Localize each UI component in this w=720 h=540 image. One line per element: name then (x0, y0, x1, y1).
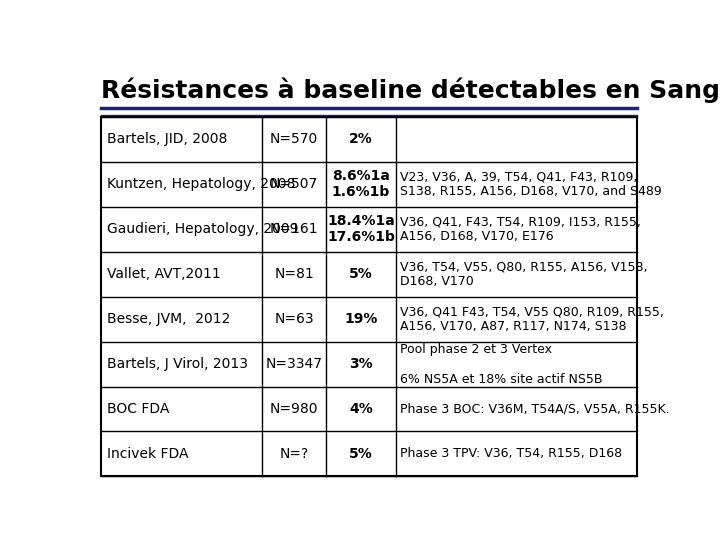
Text: 3%: 3% (349, 357, 373, 371)
Text: 8.6%1a
1.6%1b: 8.6%1a 1.6%1b (332, 169, 390, 199)
Text: N=980: N=980 (270, 402, 318, 416)
Text: Incivek FDA: Incivek FDA (107, 447, 188, 461)
Text: 4%: 4% (349, 402, 373, 416)
Text: 5%: 5% (349, 267, 373, 281)
Text: Phase 3 TPV: V36, T54, R155, D168: Phase 3 TPV: V36, T54, R155, D168 (400, 448, 622, 461)
Text: N=?: N=? (279, 447, 309, 461)
Text: N=507: N=507 (270, 177, 318, 191)
Text: N=3347: N=3347 (266, 357, 323, 371)
Text: N=161: N=161 (270, 222, 318, 236)
Text: N=570: N=570 (270, 132, 318, 146)
Text: Pool phase 2 et 3 Vertex

6% NS5A et 18% site actif NS5B: Pool phase 2 et 3 Vertex 6% NS5A et 18% … (400, 342, 603, 386)
Text: V36, Q41 F43, T54, V55 Q80, R109, R155,
A156, V170, A87, R117, N174, S138: V36, Q41 F43, T54, V55 Q80, R109, R155, … (400, 305, 664, 333)
Text: BOC FDA: BOC FDA (107, 402, 169, 416)
Text: Vallet, AVT,2011: Vallet, AVT,2011 (107, 267, 220, 281)
Text: 18.4%1a
17.6%1b: 18.4%1a 17.6%1b (327, 214, 395, 244)
Text: V36, T54, V55, Q80, R155, A156, V158,
D168, V170: V36, T54, V55, Q80, R155, A156, V158, D1… (400, 260, 648, 288)
Bar (101, 117, 636, 476)
Text: 2%: 2% (349, 132, 373, 146)
Text: V36, Q41, F43, T54, R109, I153, R155,
A156, D168, V170, E176: V36, Q41, F43, T54, R109, I153, R155, A1… (400, 215, 641, 243)
Text: V23, V36, A, 39, T54, Q41, F43, R109,
S138, R155, A156, D168, V170, and S489: V23, V36, A, 39, T54, Q41, F43, R109, S1… (400, 170, 662, 198)
Text: N=63: N=63 (274, 312, 314, 326)
Text: Bartels, J Virol, 2013: Bartels, J Virol, 2013 (107, 357, 248, 371)
Text: N=81: N=81 (274, 267, 314, 281)
Text: 19%: 19% (344, 312, 378, 326)
Text: Kuntzen, Hepatology, 2008: Kuntzen, Hepatology, 2008 (107, 177, 295, 191)
Text: 5%: 5% (349, 447, 373, 461)
Text: Bartels, JID, 2008: Bartels, JID, 2008 (107, 132, 227, 146)
Text: Résistances à baseline détectables en Sanger: Résistances à baseline détectables en Sa… (101, 77, 720, 103)
Text: Besse, JVM,  2012: Besse, JVM, 2012 (107, 312, 230, 326)
Text: Gaudieri, Hepatology, 2009: Gaudieri, Hepatology, 2009 (107, 222, 298, 236)
Text: Phase 3 BOC: V36M, T54A/S, V55A, R155K.: Phase 3 BOC: V36M, T54A/S, V55A, R155K. (400, 402, 670, 415)
